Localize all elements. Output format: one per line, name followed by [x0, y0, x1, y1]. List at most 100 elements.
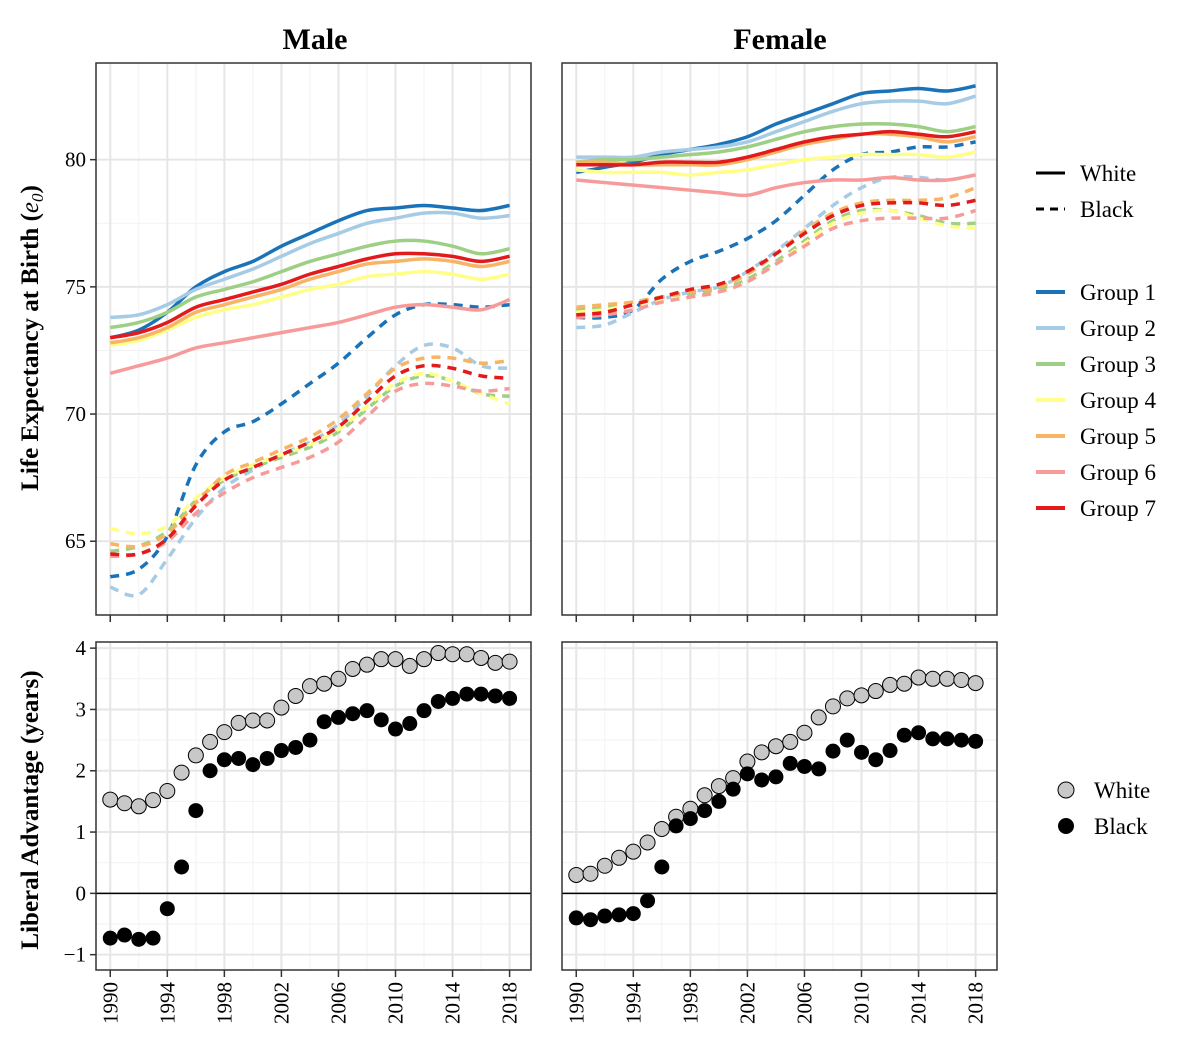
data-point-white — [582, 865, 599, 882]
legend-label-group-1: Group 1 — [1080, 280, 1156, 305]
panel-male-life-expectancy: 65 70 75 80 — [65, 62, 532, 622]
legend-label-white-point: White — [1094, 778, 1150, 803]
data-point-black — [939, 731, 955, 747]
panel-female-liberal-advantage: 1990 1994 1998 2002 2006 2010 2014 2018 — [561, 641, 998, 1025]
data-point-white — [501, 653, 518, 670]
data-point-white — [373, 651, 390, 668]
data-point-white — [116, 795, 133, 812]
legend-label-group-4: Group 4 — [1080, 388, 1157, 413]
x-tick-label: 2018 — [498, 982, 522, 1024]
data-point-white — [824, 698, 841, 715]
data-point-white — [244, 712, 261, 729]
data-point-black — [402, 716, 418, 732]
y-tick-label: 75 — [65, 275, 86, 299]
legend-label-group-5: Group 5 — [1080, 424, 1156, 449]
data-point-black — [487, 688, 503, 704]
data-point-black — [330, 709, 346, 725]
data-point-black — [359, 703, 375, 719]
data-point-white — [782, 733, 799, 750]
series-line-group-7-black — [576, 198, 976, 317]
data-point-white — [401, 657, 418, 674]
panel-border — [95, 62, 532, 616]
series-line-group-2-black — [109, 342, 510, 598]
x-tick-label: 2018 — [964, 982, 988, 1024]
data-point-black — [725, 781, 741, 797]
data-point-black — [953, 732, 969, 748]
data-point-black — [825, 743, 841, 759]
data-point-black — [682, 811, 698, 827]
data-point-white — [639, 834, 656, 851]
data-point-black — [459, 686, 475, 702]
data-point-black — [968, 733, 984, 749]
legend-key-white-point — [1057, 781, 1075, 799]
data-point-black — [668, 818, 684, 834]
data-point-black — [911, 725, 927, 741]
data-point-black — [188, 803, 204, 819]
data-point-white — [358, 656, 375, 673]
data-point-black — [711, 793, 727, 809]
y-axis-title-part-4: ) — [17, 185, 44, 193]
legend-label-group-2: Group 2 — [1080, 316, 1156, 341]
data-point-white — [387, 651, 404, 668]
legend-label-black-point: Black — [1094, 814, 1148, 839]
data-point-white — [216, 724, 233, 741]
data-point-black — [796, 758, 812, 774]
y-tick-label: 1 — [76, 820, 87, 844]
data-point-black — [273, 743, 289, 759]
legend-label-group-3: Group 3 — [1080, 352, 1156, 377]
series-line-group-7-white — [109, 251, 510, 340]
series-line-group-5-black — [110, 355, 510, 549]
plot-layer — [575, 84, 977, 330]
data-point-black — [502, 690, 518, 706]
data-point-black — [839, 732, 855, 748]
data-point-white — [173, 764, 190, 781]
x-tick-label: 1998 — [678, 982, 702, 1024]
data-point-black — [697, 803, 713, 819]
data-point-white — [102, 791, 119, 808]
panel-title-male: Male — [283, 23, 348, 56]
data-point-white — [330, 670, 347, 687]
y-axis-title-symbol: e — [17, 202, 44, 213]
data-point-black — [597, 908, 613, 924]
y-tick-label: 80 — [65, 148, 86, 172]
data-point-black — [739, 766, 755, 782]
x-tick-label: 1994 — [621, 982, 645, 1025]
data-point-white — [910, 669, 927, 686]
x-tick-label: 1998 — [212, 982, 236, 1024]
data-point-white — [444, 646, 461, 663]
y-tick-label: 65 — [65, 529, 86, 553]
data-point-black — [373, 712, 389, 728]
series-line-group-6-black — [110, 381, 510, 559]
series-line-group-5-white — [109, 257, 510, 345]
data-point-black — [782, 755, 798, 771]
data-point-black — [925, 731, 941, 747]
panel-border — [561, 641, 998, 971]
data-point-white — [416, 651, 433, 668]
plot-layer — [96, 645, 531, 947]
data-point-white — [953, 672, 970, 689]
y-tick-label: 2 — [76, 759, 87, 783]
data-point-black — [416, 703, 432, 719]
data-point-black — [345, 706, 361, 722]
data-point-white — [696, 787, 713, 804]
data-point-white — [839, 690, 856, 707]
x-tick-label: 2014 — [907, 982, 931, 1025]
plot-background — [562, 642, 997, 970]
data-point-white — [611, 849, 628, 866]
y-axis-title-part-1: Life Expectancy at Birth ( — [17, 213, 44, 491]
data-point-white — [259, 712, 276, 729]
data-point-white — [867, 683, 884, 700]
data-point-black — [854, 744, 870, 760]
data-point-white — [596, 857, 613, 874]
data-point-white — [810, 709, 827, 726]
legend-label-white: White — [1080, 161, 1136, 186]
data-point-white — [767, 738, 784, 755]
panel-male-liberal-advantage: −1 0 1 2 3 4 1990 1994 1998 2002 2006 2010 2014 2018 — [64, 636, 532, 1024]
y-tick-label: 3 — [76, 697, 87, 721]
data-point-black — [388, 721, 404, 737]
y-tick-label: 70 — [65, 402, 86, 426]
data-point-black — [868, 752, 884, 768]
x-tick-label: 1990 — [98, 982, 122, 1024]
legend-race: White Black — [1036, 161, 1136, 222]
data-point-white — [202, 733, 219, 750]
